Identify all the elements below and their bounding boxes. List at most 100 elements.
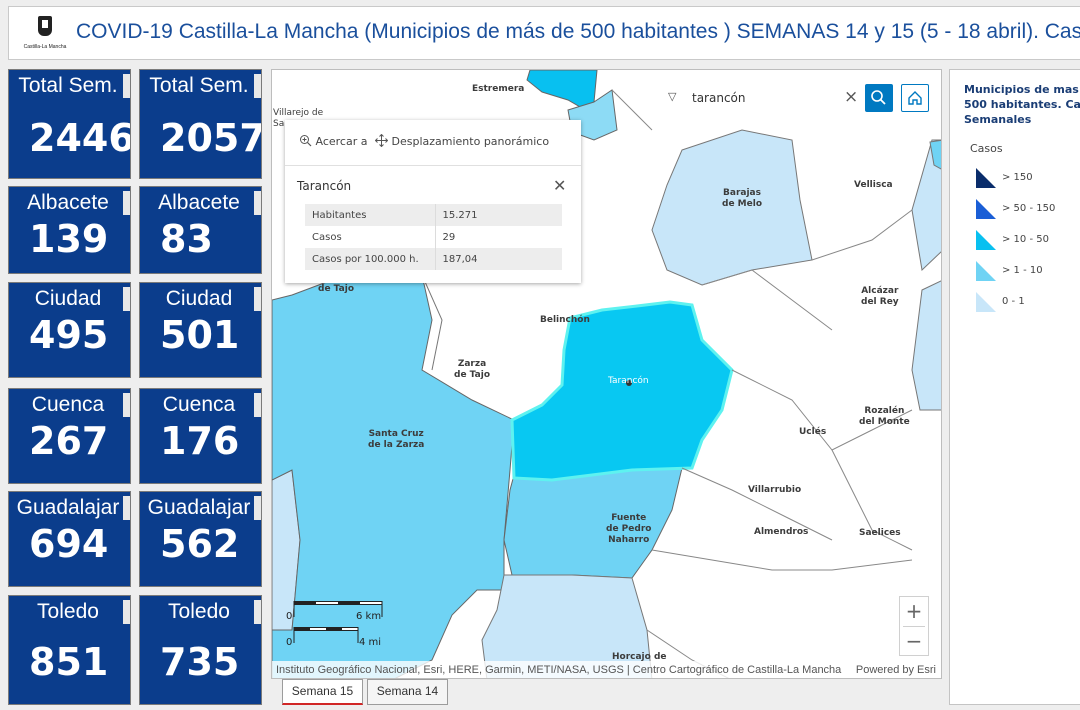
logo-text: Castilla-La Mancha bbox=[23, 44, 67, 50]
search-button[interactable] bbox=[865, 84, 893, 112]
tile-value: 2057 bbox=[160, 116, 262, 160]
app-header: Castilla-La Mancha COVID-19 Castilla-La … bbox=[8, 6, 1080, 60]
legend-item-label: > 1 - 10 bbox=[1002, 265, 1043, 276]
popup-divider bbox=[285, 165, 581, 166]
legend-swatch bbox=[976, 168, 996, 188]
pan-action[interactable]: Desplazamiento panorámico bbox=[374, 133, 550, 148]
map-view[interactable]: Estremera Villarejo de Sa Barajas de Mel… bbox=[271, 69, 942, 679]
place-label-villarrubio: Villarrubio bbox=[748, 485, 802, 495]
indicator-tile: Ciudad 495 bbox=[8, 282, 131, 378]
tile-value: 735 bbox=[160, 640, 240, 684]
zoom-to-label: Acercar a bbox=[315, 135, 368, 148]
popup-row: Casos 29 bbox=[305, 226, 562, 248]
tile-label: Cuenca bbox=[162, 393, 236, 416]
tile-scrollbar[interactable] bbox=[123, 191, 130, 215]
tile-scrollbar[interactable] bbox=[123, 287, 130, 311]
home-icon bbox=[908, 91, 922, 105]
popup-title: Tarancón bbox=[297, 179, 352, 193]
legend-item-label: > 150 bbox=[1002, 172, 1033, 183]
page-title: COVID-19 Castilla-La Mancha (Municipios … bbox=[76, 20, 1080, 43]
legend-title-line-1: Municipios de mas d bbox=[964, 83, 1080, 96]
indicator-tile: Cuenca 176 bbox=[139, 388, 262, 484]
tile-scrollbar[interactable] bbox=[123, 496, 130, 520]
tile-value: 501 bbox=[160, 313, 240, 357]
zoom-to-action[interactable]: Acercar a bbox=[299, 134, 367, 148]
legend-panel: Municipios de mas d 500 habitantes. Caso… bbox=[949, 69, 1080, 705]
pan-label: Desplazamiento panorámico bbox=[391, 135, 550, 148]
tile-scrollbar[interactable] bbox=[254, 74, 261, 98]
pan-icon bbox=[374, 133, 389, 148]
zoom-in-button[interactable]: + bbox=[905, 599, 923, 623]
tile-value: 83 bbox=[160, 217, 213, 261]
polygon-right-top2 bbox=[929, 139, 941, 170]
scale-km-zero: 0 bbox=[286, 611, 293, 622]
legend-item-label: > 50 - 150 bbox=[1002, 203, 1056, 214]
legend-title-line-2: 500 habitantes. Caso bbox=[964, 98, 1080, 111]
tile-scrollbar[interactable] bbox=[123, 600, 130, 624]
popup-row: Casos por 100.000 h. 187,04 bbox=[305, 248, 562, 270]
tile-label: Toledo bbox=[168, 600, 230, 623]
tile-label: Guadalajar bbox=[16, 496, 120, 519]
place-label-almendros: Almendros bbox=[754, 527, 809, 537]
tile-label: Guadalajar bbox=[147, 496, 251, 519]
clear-search-icon[interactable]: × bbox=[844, 87, 859, 107]
indicator-tile: Total Sem. 2057 bbox=[139, 69, 262, 179]
place-label-alcazar: Alcázar del Rey bbox=[861, 286, 899, 307]
search-box[interactable]: ▽ tarancón × bbox=[668, 84, 864, 112]
tile-value: 176 bbox=[160, 419, 240, 463]
search-input[interactable]: tarancón bbox=[692, 91, 746, 105]
tile-scrollbar[interactable] bbox=[123, 393, 130, 417]
indicator-tile: Guadalajar 694 bbox=[8, 491, 131, 587]
indicator-tile: Toledo 735 bbox=[139, 595, 262, 705]
home-button[interactable] bbox=[901, 84, 929, 112]
attribution-text: Instituto Geográfico Nacional, Esri, HER… bbox=[276, 664, 842, 676]
tile-value: 139 bbox=[29, 217, 109, 261]
polygon-estremera bbox=[526, 70, 598, 109]
zoom-divider bbox=[903, 626, 925, 627]
zoom-out-button[interactable]: − bbox=[905, 629, 923, 653]
scale-mi-zero: 0 bbox=[286, 637, 293, 648]
scale-mi-label: 4 mi bbox=[359, 637, 382, 648]
tile-label: Cuenca bbox=[31, 393, 105, 416]
tab-semana-14[interactable]: Semana 14 bbox=[367, 679, 448, 705]
tile-label: Total Sem. bbox=[149, 74, 249, 97]
popup-row-value: 15.271 bbox=[435, 204, 562, 226]
castilla-la-mancha-logo: Castilla-La Mancha bbox=[23, 14, 67, 54]
popup-row-key: Casos por 100.000 h. bbox=[305, 248, 436, 270]
tile-scrollbar[interactable] bbox=[254, 393, 261, 417]
tile-label: Albacete bbox=[158, 191, 240, 214]
place-label-santa-cruz: Santa Cruz de la Zarza bbox=[368, 429, 425, 450]
scale-bar-graphic bbox=[293, 601, 383, 643]
search-source-dropdown-icon[interactable]: ▽ bbox=[668, 90, 677, 103]
indicator-tile: Albacete 83 bbox=[139, 186, 262, 274]
search-icon bbox=[871, 90, 886, 105]
scale-bar: 0 6 km 0 4 mi bbox=[286, 597, 386, 648]
indicator-tile: Cuenca 267 bbox=[8, 388, 131, 484]
tile-label: Total Sem. bbox=[18, 74, 118, 97]
legend-swatch bbox=[976, 230, 996, 250]
tile-value: 694 bbox=[29, 522, 109, 566]
indicator-tile: Albacete 139 bbox=[8, 186, 131, 274]
zoom-control: + − bbox=[899, 596, 929, 656]
close-popup-icon[interactable]: ✕ bbox=[553, 176, 567, 195]
popup-attributes-table: Habitantes 15.271 Casos 29 Casos por 100.000… bbox=[305, 204, 562, 270]
tile-scrollbar[interactable] bbox=[254, 496, 261, 520]
scale-km-label: 6 km bbox=[356, 611, 382, 622]
polygon-right-top bbox=[911, 139, 941, 272]
tile-scrollbar[interactable] bbox=[254, 287, 261, 311]
place-label-saelices: Saelices bbox=[859, 528, 901, 538]
indicator-tile: Ciudad 501 bbox=[139, 282, 262, 378]
tile-scrollbar[interactable] bbox=[123, 74, 130, 98]
tile-scrollbar[interactable] bbox=[254, 191, 261, 215]
tile-value: 267 bbox=[29, 419, 109, 463]
popup-row-key: Habitantes bbox=[305, 204, 436, 226]
place-label-villarejo-2: Sa bbox=[273, 119, 285, 129]
tile-scrollbar[interactable] bbox=[254, 600, 261, 624]
powered-by-esri[interactable]: Powered by Esri bbox=[855, 664, 936, 676]
indicator-tile: Total Sem. 2446 bbox=[8, 69, 131, 179]
indicator-tile: Guadalajar 562 bbox=[139, 491, 262, 587]
crest-icon bbox=[38, 16, 52, 36]
zoom-in-icon bbox=[300, 135, 312, 147]
place-label-horcajo: Horcajo de bbox=[612, 652, 667, 662]
tab-semana-15[interactable]: Semana 15 bbox=[282, 679, 363, 705]
